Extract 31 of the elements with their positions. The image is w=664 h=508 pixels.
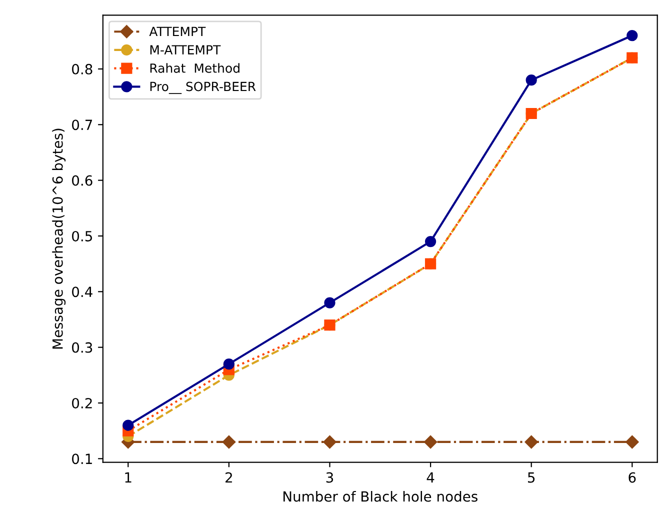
x-tick-label: 3 xyxy=(326,472,334,483)
x-tick-label: 1 xyxy=(125,472,132,483)
legend-label: M-ATTEMPT xyxy=(150,45,221,54)
point xyxy=(324,297,336,308)
y-axis-title: Message overhead(10^6 bytes) xyxy=(52,128,66,349)
legend-label: Rahat Method xyxy=(150,63,240,73)
point xyxy=(424,236,436,248)
point xyxy=(223,358,234,370)
point xyxy=(524,435,538,449)
y-tick-label: 0.1 xyxy=(72,454,92,464)
y-tick-label: 0.7 xyxy=(72,120,92,130)
y-tick-label: 0.3 xyxy=(72,342,92,353)
x-axis-title: Number of Black hole nodes xyxy=(283,491,478,502)
point xyxy=(222,435,236,449)
x-tick-label: 5 xyxy=(528,472,535,483)
y-tick-label: 0.2 xyxy=(72,398,92,408)
legend-label: ATTEMPT xyxy=(149,26,206,36)
point xyxy=(626,435,639,449)
point xyxy=(526,74,537,86)
legend-label: Pro__ SOPR-BEER xyxy=(150,82,256,94)
y-tick-label: 0.8 xyxy=(72,64,92,74)
y-tick-label: 0.6 xyxy=(72,175,92,186)
point xyxy=(323,435,336,449)
point xyxy=(424,435,438,449)
point xyxy=(626,30,638,42)
x-tick-label: 4 xyxy=(426,472,434,483)
y-tick-label: 0.5 xyxy=(72,230,92,242)
y-tick-label: 0.4 xyxy=(72,286,92,298)
x-tick-label: 2 xyxy=(226,472,232,483)
x-tick-label: 6 xyxy=(628,472,636,483)
point xyxy=(122,420,134,431)
